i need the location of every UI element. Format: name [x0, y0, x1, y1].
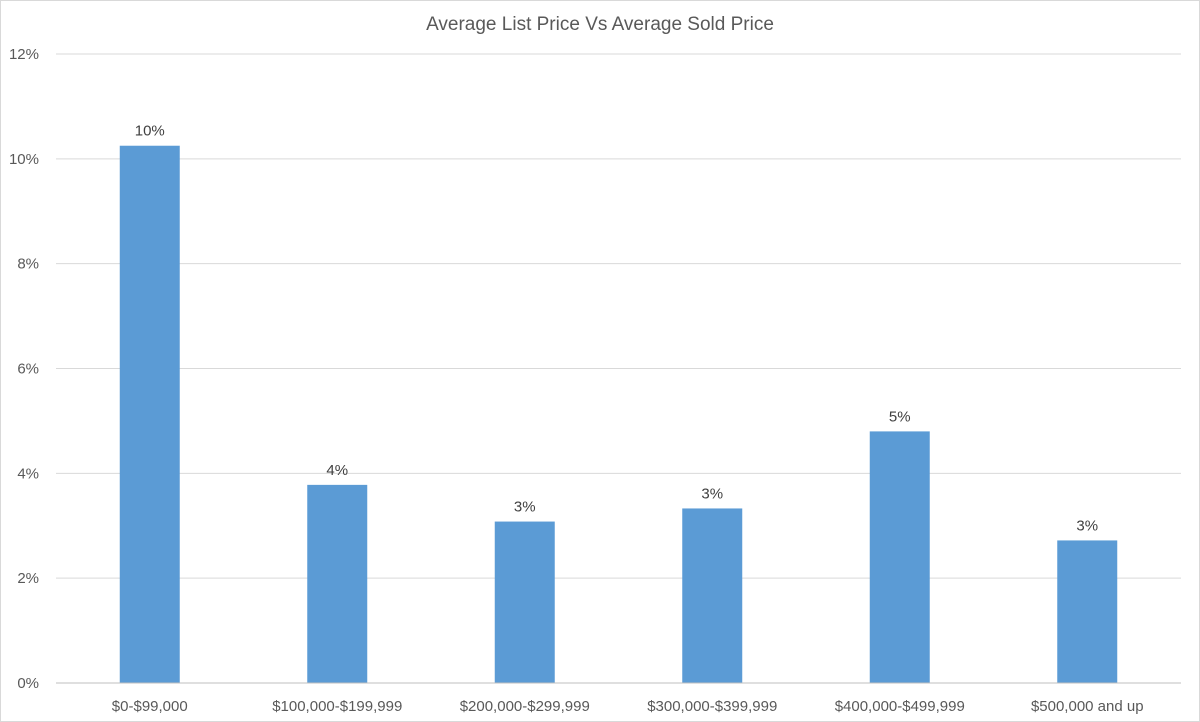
y-tick-label: 8% [17, 256, 39, 273]
chart-title: Average List Price Vs Average Sold Price [426, 14, 774, 35]
x-axis-ticks: $0-$99,000 $100,000-$199,999 $200,000-$299… [112, 698, 1144, 715]
bar [1057, 540, 1118, 683]
x-tick-label: $300,000-$399,999 [647, 698, 777, 715]
data-labels: 10% 4% 3% 3% 5% 3% [135, 123, 1098, 535]
bar [869, 431, 930, 683]
x-tick-label: $200,000-$299,999 [460, 698, 590, 715]
data-label: 3% [701, 485, 723, 502]
bars [119, 145, 1118, 683]
bar [494, 521, 555, 683]
x-tick-label: $100,000-$199,999 [272, 698, 402, 715]
y-tick-label: 6% [17, 361, 39, 378]
data-label: 5% [889, 408, 911, 425]
y-tick-label: 2% [17, 570, 39, 587]
bar [682, 508, 743, 683]
data-label: 3% [514, 499, 536, 516]
y-tick-label: 4% [17, 465, 39, 482]
x-tick-label: $0-$99,000 [112, 698, 188, 715]
data-label: 10% [135, 123, 165, 140]
gridlines [56, 53, 1181, 579]
bar [307, 484, 368, 683]
y-axis-ticks: 0% 2% 4% 6% 8% 10% 12% [9, 46, 39, 692]
x-tick-label: $500,000 and up [1031, 698, 1144, 715]
x-tick-label: $400,000-$499,999 [835, 698, 965, 715]
y-tick-label: 10% [9, 151, 39, 168]
data-label: 4% [326, 462, 348, 479]
y-tick-label: 12% [9, 46, 39, 63]
y-tick-label: 0% [17, 675, 39, 692]
data-label: 3% [1076, 517, 1098, 534]
bar [119, 145, 180, 683]
